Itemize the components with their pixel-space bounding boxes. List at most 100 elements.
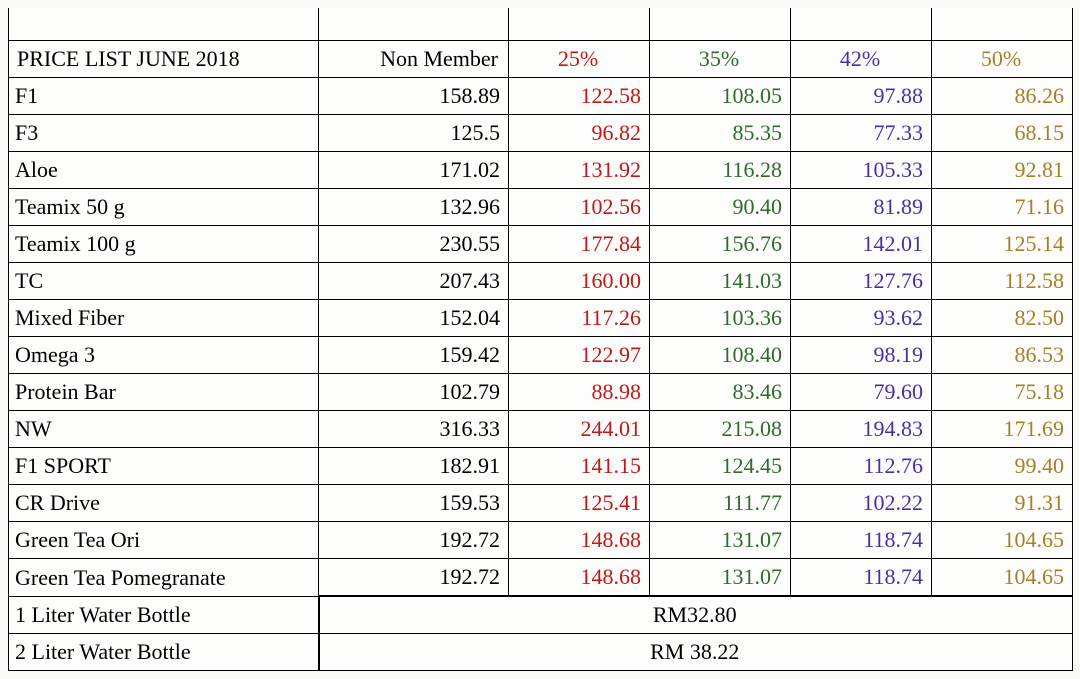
- product-name: 1 Liter Water Bottle: [9, 596, 319, 634]
- price-42: 118.74: [791, 559, 932, 597]
- table-row: Protein Bar102.7988.9883.4679.6075.18: [9, 374, 1073, 411]
- price-42: 93.62: [791, 300, 932, 337]
- price-25: 148.68: [509, 559, 650, 597]
- price-35: 111.77: [650, 485, 791, 522]
- price-35: 90.40: [650, 189, 791, 226]
- price-35: 85.35: [650, 115, 791, 152]
- product-name: Green Tea Pomegranate: [9, 559, 319, 597]
- table-title: PRICE LIST JUNE 2018: [9, 41, 319, 78]
- col-50: 50%: [932, 41, 1073, 78]
- price-50: 125.14: [932, 226, 1073, 263]
- merged-row: 1 Liter Water Bottle RM32.80: [9, 596, 1073, 634]
- price-25: 122.97: [509, 337, 650, 374]
- price-35: 108.05: [650, 78, 791, 115]
- price-25: 244.01: [509, 411, 650, 448]
- product-name: 2 Liter Water Bottle: [9, 634, 319, 671]
- price-35: 131.07: [650, 559, 791, 597]
- price-50: 112.58: [932, 263, 1073, 300]
- price-25: 117.26: [509, 300, 650, 337]
- table-row: Teamix 50 g132.96102.5690.4081.8971.16: [9, 189, 1073, 226]
- price-42: 98.19: [791, 337, 932, 374]
- product-name: CR Drive: [9, 485, 319, 522]
- price-35: 116.28: [650, 152, 791, 189]
- price-25: 88.98: [509, 374, 650, 411]
- price-non-member: 132.96: [319, 189, 509, 226]
- price-50: 99.40: [932, 448, 1073, 485]
- price-35: 108.40: [650, 337, 791, 374]
- product-name: F3: [9, 115, 319, 152]
- col-42: 42%: [791, 41, 932, 78]
- col-non-member: Non Member: [319, 41, 509, 78]
- price-50: 91.31: [932, 485, 1073, 522]
- product-name: Green Tea Ori: [9, 522, 319, 559]
- price-non-member: 182.91: [319, 448, 509, 485]
- price-non-member: 171.02: [319, 152, 509, 189]
- table-row: TC207.43160.00141.03127.76112.58: [9, 263, 1073, 300]
- price-25: 141.15: [509, 448, 650, 485]
- product-name: F1: [9, 78, 319, 115]
- price-non-member: 152.04: [319, 300, 509, 337]
- table-row: F1158.89122.58108.0597.8886.26: [9, 78, 1073, 115]
- price-25: 160.00: [509, 263, 650, 300]
- price-42: 127.76: [791, 263, 932, 300]
- price-42: 118.74: [791, 522, 932, 559]
- col-35: 35%: [650, 41, 791, 78]
- price-50: 68.15: [932, 115, 1073, 152]
- price-42: 142.01: [791, 226, 932, 263]
- col-25: 25%: [509, 41, 650, 78]
- price-non-member: 316.33: [319, 411, 509, 448]
- price-25: 122.58: [509, 78, 650, 115]
- price-25: 102.56: [509, 189, 650, 226]
- price-35: 215.08: [650, 411, 791, 448]
- product-name: Mixed Fiber: [9, 300, 319, 337]
- price-non-member: 192.72: [319, 559, 509, 597]
- price-50: 86.53: [932, 337, 1073, 374]
- product-name: NW: [9, 411, 319, 448]
- price-list-sheet: PRICE LIST JUNE 2018 Non Member 25% 35% …: [8, 8, 1072, 671]
- merged-row: 2 Liter Water Bottle RM 38.22: [9, 634, 1073, 671]
- price-non-member: 192.72: [319, 522, 509, 559]
- price-35: 103.36: [650, 300, 791, 337]
- price-50: 71.16: [932, 189, 1073, 226]
- price-35: 156.76: [650, 226, 791, 263]
- price-35: 141.03: [650, 263, 791, 300]
- price-42: 81.89: [791, 189, 932, 226]
- table-row: Aloe171.02131.92116.28105.3392.81: [9, 152, 1073, 189]
- price-50: 92.81: [932, 152, 1073, 189]
- price-35: 131.07: [650, 522, 791, 559]
- price-50: 171.69: [932, 411, 1073, 448]
- price-42: 97.88: [791, 78, 932, 115]
- table-row: Green Tea Pomegranate192.72148.68131.071…: [9, 559, 1073, 597]
- price-25: 96.82: [509, 115, 650, 152]
- price-25: 177.84: [509, 226, 650, 263]
- product-name: Aloe: [9, 152, 319, 189]
- price-non-member: 159.42: [319, 337, 509, 374]
- merged-price: RM32.80: [319, 596, 1073, 634]
- price-non-member: 230.55: [319, 226, 509, 263]
- price-50: 75.18: [932, 374, 1073, 411]
- price-42: 77.33: [791, 115, 932, 152]
- price-25: 125.41: [509, 485, 650, 522]
- price-non-member: 159.53: [319, 485, 509, 522]
- blank-row: [9, 8, 1073, 41]
- price-non-member: 125.5: [319, 115, 509, 152]
- table-row: Teamix 100 g230.55177.84156.76142.01125.…: [9, 226, 1073, 263]
- header-row: PRICE LIST JUNE 2018 Non Member 25% 35% …: [9, 41, 1073, 78]
- table-row: NW316.33244.01215.08194.83171.69: [9, 411, 1073, 448]
- price-42: 102.22: [791, 485, 932, 522]
- price-42: 194.83: [791, 411, 932, 448]
- product-name: TC: [9, 263, 319, 300]
- price-25: 148.68: [509, 522, 650, 559]
- merged-price: RM 38.22: [319, 634, 1073, 671]
- table-row: Omega 3159.42122.97108.4098.1986.53: [9, 337, 1073, 374]
- price-42: 79.60: [791, 374, 932, 411]
- price-non-member: 158.89: [319, 78, 509, 115]
- product-name: Teamix 100 g: [9, 226, 319, 263]
- price-42: 112.76: [791, 448, 932, 485]
- table-row: F3125.596.8285.3577.3368.15: [9, 115, 1073, 152]
- table-row: Green Tea Ori192.72148.68131.07118.74104…: [9, 522, 1073, 559]
- table-row: Mixed Fiber152.04117.26103.3693.6282.50: [9, 300, 1073, 337]
- price-35: 83.46: [650, 374, 791, 411]
- price-25: 131.92: [509, 152, 650, 189]
- price-table: PRICE LIST JUNE 2018 Non Member 25% 35% …: [8, 8, 1073, 671]
